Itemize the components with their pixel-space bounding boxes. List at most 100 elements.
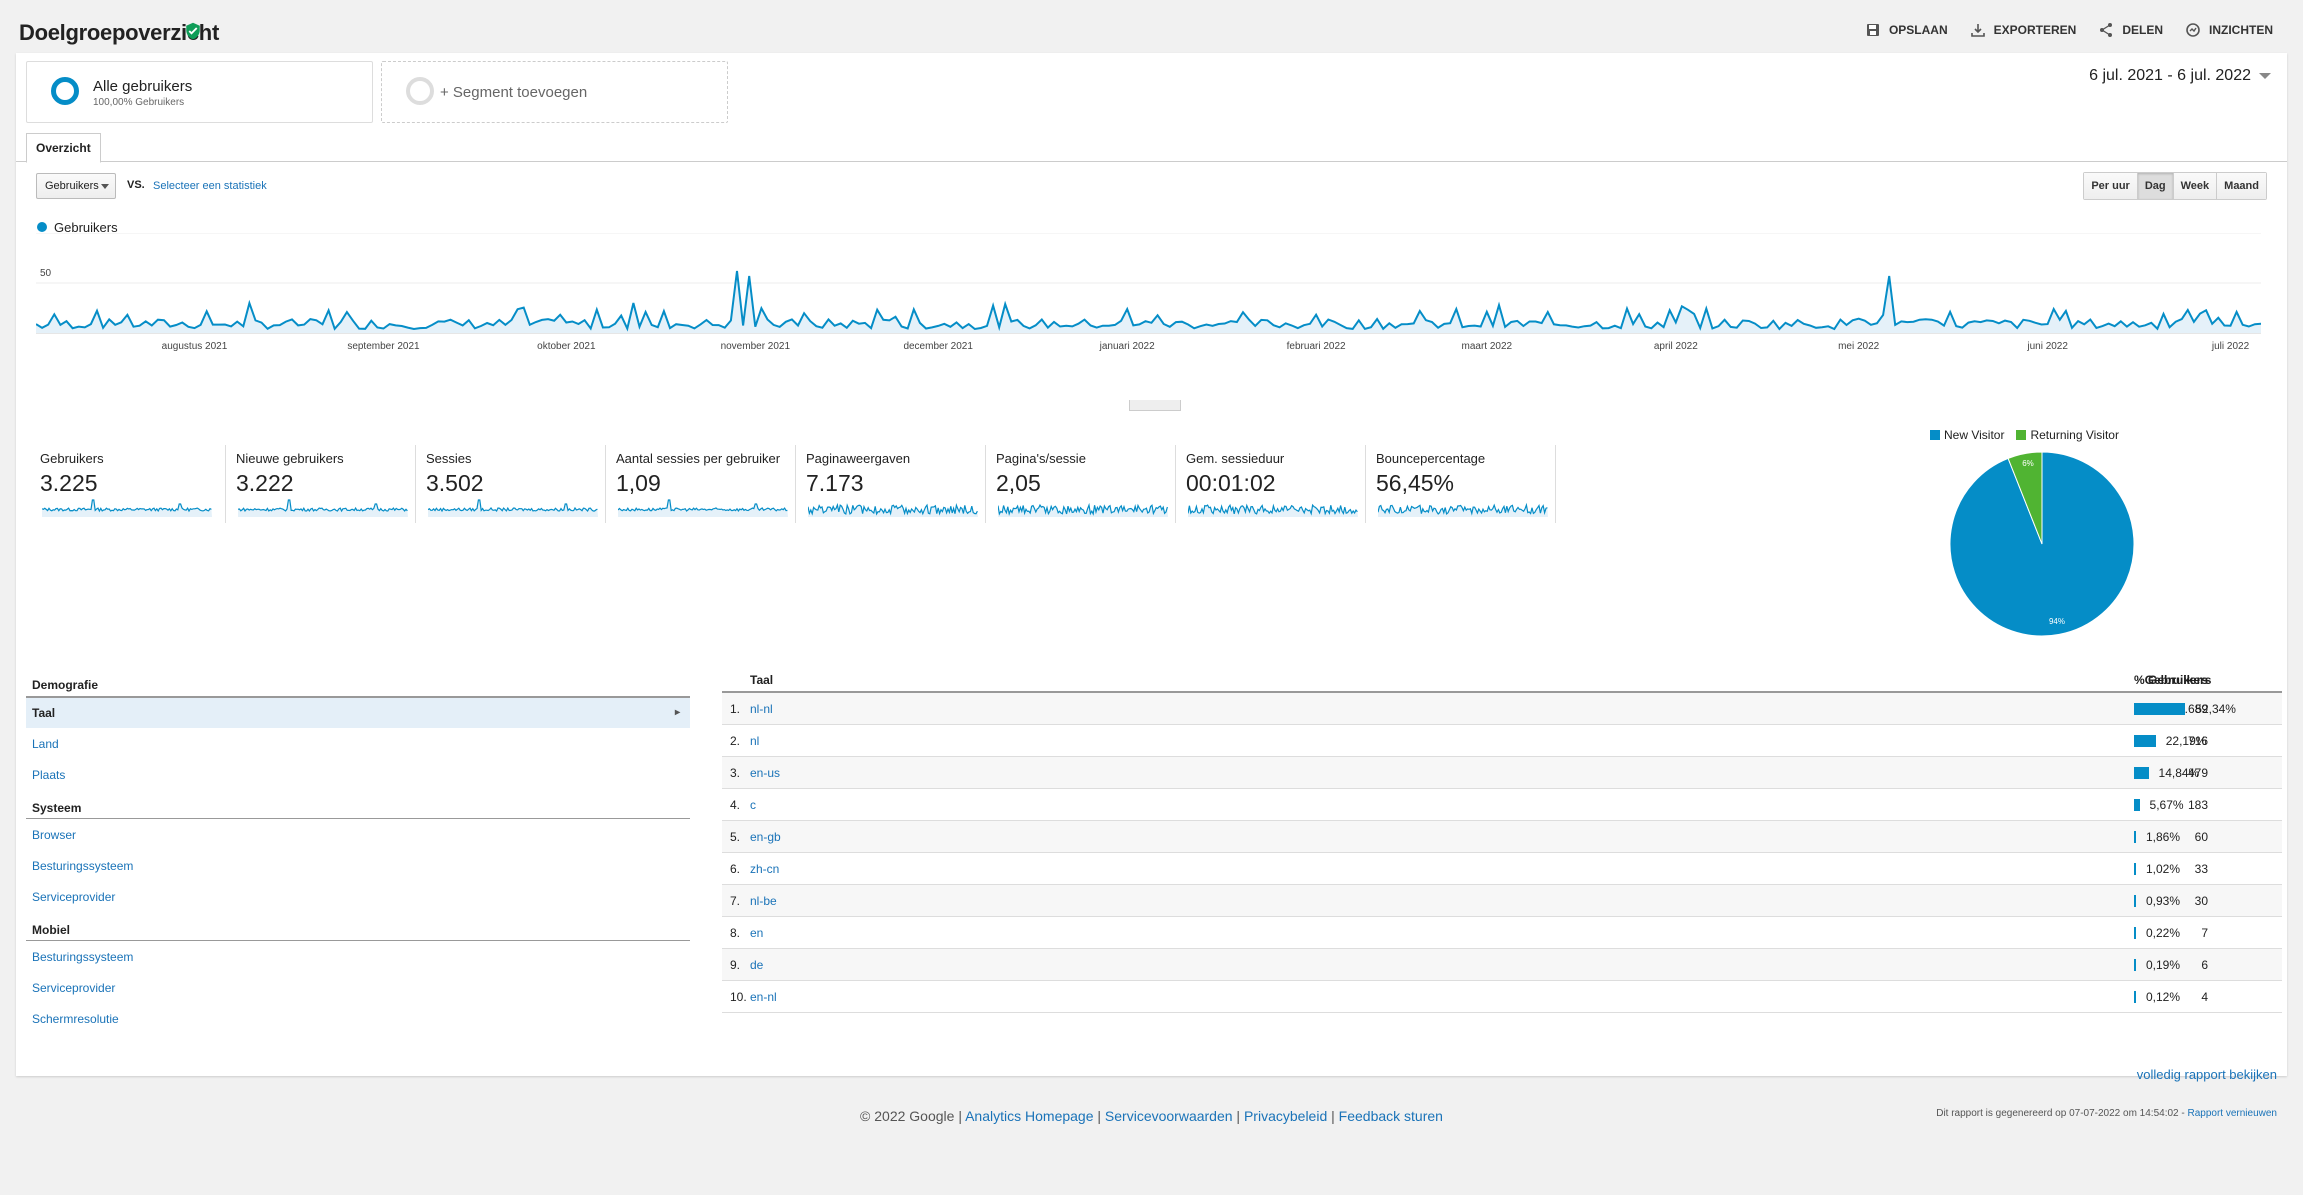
metric-card[interactable]: Paginaweergaven 7.173 — [796, 445, 986, 523]
dim-item-serviceprovider[interactable]: Serviceprovider — [32, 890, 116, 904]
row-language-link[interactable]: c — [750, 798, 756, 812]
report-panel: Alle gebruikers 100,00% Gebruikers + Seg… — [16, 53, 2287, 1119]
save-button[interactable]: OPSLAAN — [1865, 22, 1948, 38]
pie-label-new: 94% — [2049, 617, 2065, 626]
section-divider — [26, 696, 690, 698]
tab-overview[interactable]: Overzicht — [26, 133, 101, 163]
x-tick-label: december 2021 — [903, 341, 973, 352]
table-row: 5. en-gb 60 1,86% — [722, 821, 2282, 853]
pie-swatch-returning — [2016, 430, 2027, 440]
footer-link-feedback[interactable]: Feedback sturen — [1338, 1108, 1443, 1124]
metric-card[interactable]: Gem. sessieduur 00:01:02 — [1176, 445, 1366, 523]
row-share-bar — [2134, 799, 2140, 811]
period-month-button[interactable]: Maand — [2216, 173, 2266, 199]
metric-sparkline — [42, 499, 212, 517]
share-label: DELEN — [2122, 23, 2163, 37]
section-divider — [26, 818, 690, 819]
row-language-link[interactable]: nl — [750, 734, 760, 748]
row-share-bar — [2134, 959, 2136, 971]
save-label: OPSLAAN — [1888, 23, 1948, 37]
footer-link-homepage[interactable]: Analytics Homepage — [965, 1108, 1094, 1124]
save-icon — [1866, 24, 1879, 36]
metric-card[interactable]: Aantal sessies per gebruiker 1,09 — [606, 445, 796, 523]
row-rank: 9. — [730, 958, 741, 972]
row-language-link[interactable]: nl-nl — [750, 702, 773, 716]
metric-card[interactable]: Pagina's/sessie 2,05 — [986, 445, 1176, 523]
dim-item-besturingssysteem[interactable]: Besturingssysteem — [32, 859, 134, 873]
segment-all-users[interactable]: Alle gebruikers 100,00% Gebruikers — [26, 61, 373, 123]
dim-item-browser[interactable]: Browser — [32, 828, 77, 842]
page-title: Doelgroepoverzicht — [19, 20, 219, 45]
x-tick-label: juni 2022 — [2026, 341, 2068, 352]
table-row: 1. nl-nl 1.689 52,34% — [722, 693, 2282, 725]
pie-legend-new-label: New Visitor — [1944, 428, 2005, 442]
dim-item-label: Taal — [32, 706, 56, 720]
date-range-picker[interactable]: 6 jul. 2021 - 6 jul. 2022 — [2089, 67, 2271, 85]
language-table: Taal Gebruikers % Gebruikers 1. nl-nl 1.68… — [722, 670, 2282, 1013]
row-language-link[interactable]: zh-cn — [750, 862, 780, 876]
period-day-button[interactable]: Dag — [2136, 173, 2173, 199]
metric-value: 2,05 — [996, 470, 1041, 496]
col-pct-gebruikers: % Gebruikers — [2134, 673, 2212, 687]
period-week-button[interactable]: Week — [2172, 173, 2217, 199]
share-button[interactable]: DELEN — [2098, 22, 2163, 38]
dim-item-taal[interactable]: Taal ▸ — [26, 698, 690, 728]
footer-link-privacy[interactable]: Privacybeleid — [1243, 1108, 1328, 1124]
dim-item-mobiel-besturingssysteem[interactable]: Besturingssysteem — [32, 950, 134, 964]
metric-label: Paginaweergaven — [806, 451, 911, 466]
row-users: 60 — [2194, 830, 2208, 844]
dim-item-plaats[interactable]: Plaats — [32, 768, 66, 782]
export-button[interactable]: EXPORTEREN — [1970, 22, 2077, 38]
pie-slice-returning-visitor[interactable] — [2007, 451, 2043, 545]
row-language-link[interactable]: en-us — [750, 766, 781, 780]
row-language-link[interactable]: en — [750, 926, 764, 940]
row-language-link[interactable]: en-nl — [750, 990, 777, 1004]
metric-card[interactable]: Nieuwe gebruikers 3.222 — [226, 445, 416, 523]
sparkline-line — [998, 502, 1168, 516]
row-pct: 0,22% — [2146, 926, 2181, 940]
row-pct: 5,67% — [2149, 798, 2184, 812]
dim-item-mobiel-serviceprovider[interactable]: Serviceprovider — [32, 981, 116, 995]
table-row: 10. en-nl 4 0,12% — [722, 981, 2282, 1013]
select-statistic-link[interactable]: Selecteer een statistiek — [153, 180, 267, 192]
chart-collapse-handle[interactable] — [1129, 400, 1181, 411]
sparkline-area — [998, 505, 1168, 517]
metric-select[interactable]: Gebruikers — [36, 173, 116, 199]
x-tick-label: maart 2022 — [1462, 341, 1513, 352]
row-users: 6 — [2201, 958, 2208, 972]
row-language-link[interactable]: de — [750, 958, 764, 972]
row-language-link[interactable]: nl-be — [750, 894, 777, 908]
metric-value: 7.173 — [806, 470, 864, 496]
period-hour-button[interactable]: Per uur — [2084, 173, 2137, 199]
table-row: 7. nl-be 30 0,93% — [722, 885, 2282, 917]
dim-item-schermresolutie[interactable]: Schermresolutie — [32, 1012, 119, 1026]
metric-card[interactable]: Bouncepercentage 56,45% — [1366, 445, 1556, 523]
footer-link-terms[interactable]: Servicevoorwaarden — [1104, 1108, 1233, 1124]
add-segment-button[interactable]: + Segment toevoegen — [381, 61, 728, 123]
metric-label: Aantal sessies per gebruiker — [616, 451, 781, 466]
export-label: EXPORTEREN — [1993, 23, 2077, 37]
x-tick-label: november 2021 — [721, 341, 791, 352]
insights-button[interactable]: INZICHTEN — [2185, 22, 2273, 38]
refresh-report-link[interactable]: Rapport vernieuwen — [2187, 1108, 2278, 1119]
pie-legend-returning[interactable]: Returning Visitor — [2016, 428, 2119, 442]
metric-card[interactable]: Sessies 3.502 — [416, 445, 606, 523]
metric-card[interactable]: Gebruikers 3.225 — [36, 445, 226, 523]
segment-sub: 100,00% Gebruikers — [93, 97, 185, 108]
insights-icon — [2186, 23, 2200, 37]
row-share-bar — [2134, 991, 2136, 1003]
pie-legend-new[interactable]: New Visitor — [1930, 428, 2004, 442]
pie-swatch-new — [1930, 430, 1940, 440]
segment-circle-icon — [51, 77, 79, 105]
row-rank: 10. — [730, 990, 747, 1004]
dim-item-land[interactable]: Land — [32, 737, 59, 751]
table-row: 8. en 7 0,22% — [722, 917, 2282, 949]
full-report-link[interactable]: volledig rapport bekijken — [2136, 1067, 2277, 1082]
report-toolbar: OPSLAAN EXPORTEREN DELEN INZICHTEN — [1865, 22, 2273, 38]
verified-shield-icon — [186, 22, 200, 40]
row-rank: 6. — [730, 862, 741, 876]
x-tick-label: april 2022 — [1654, 341, 1698, 352]
row-pct: 14,84% — [2158, 766, 2200, 780]
row-users: 1.689 — [2177, 702, 2208, 716]
row-language-link[interactable]: en-gb — [750, 830, 781, 844]
